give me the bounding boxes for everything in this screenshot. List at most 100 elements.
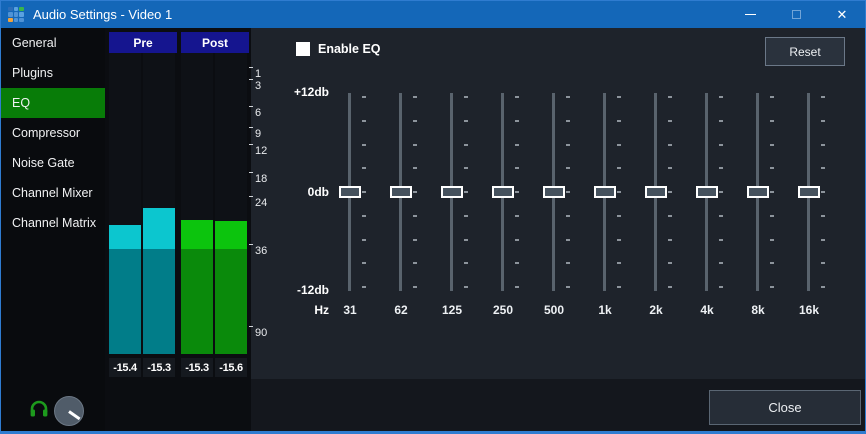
eq-band-tick xyxy=(515,96,519,98)
eq-band-tick xyxy=(566,286,570,288)
eq-axis-unit-label: Hz xyxy=(314,303,329,317)
sidebar-item-noise-gate[interactable]: Noise Gate xyxy=(12,156,75,170)
eq-band-tick xyxy=(464,262,468,264)
logo-tile xyxy=(19,17,24,23)
window-title: Audio Settings - Video 1 xyxy=(33,7,173,22)
eq-band-tick xyxy=(464,167,468,169)
meter-scale-label: 12 xyxy=(255,145,268,157)
eq-panel xyxy=(251,28,865,379)
eq-band-freq-label: 8k xyxy=(751,303,765,317)
eq-band-tick xyxy=(413,96,417,98)
eq-band-tick xyxy=(464,286,468,288)
eq-band-tick xyxy=(668,239,672,241)
eq-band-tick xyxy=(413,262,417,264)
eq-band-tick xyxy=(719,167,723,169)
eq-band-freq-label: 1k xyxy=(598,303,612,317)
sidebar-item-channel-mixer[interactable]: Channel Mixer xyxy=(12,186,93,200)
eq-band-tick xyxy=(821,96,825,98)
meter-scale-tick xyxy=(249,79,253,80)
eq-band-tick xyxy=(770,96,774,98)
sidebar: General Plugins EQ Compressor Noise Gate Chan… xyxy=(1,28,105,433)
eq-band-tick xyxy=(770,167,774,169)
enable-eq-checkbox[interactable] xyxy=(296,42,310,56)
maximize-button[interactable] xyxy=(773,1,819,28)
eq-band-thumb-62[interactable] xyxy=(390,186,412,198)
meter-bar-post-1 xyxy=(181,53,213,354)
eq-band-thumb-8k[interactable] xyxy=(747,186,769,198)
eq-band-tick xyxy=(566,96,570,98)
meter-group-header-post: Post xyxy=(181,32,249,53)
meter-level-segment xyxy=(143,249,175,354)
minimize-button[interactable] xyxy=(727,1,773,28)
eq-band-thumb-500[interactable] xyxy=(543,186,565,198)
eq-band-tick xyxy=(515,120,519,122)
eq-band-tick xyxy=(617,144,621,146)
eq-band-tick xyxy=(821,262,825,264)
meter-value: -15.3 xyxy=(181,358,213,377)
logo-tile xyxy=(8,12,13,17)
close-dialog-button[interactable]: Close xyxy=(709,390,861,425)
eq-band-thumb-31[interactable] xyxy=(339,186,361,198)
eq-band-tick xyxy=(413,167,417,169)
meter-scale-tick xyxy=(249,67,253,68)
eq-band-tick xyxy=(617,239,621,241)
eq-band-tick xyxy=(362,239,366,241)
eq-band-thumb-250[interactable] xyxy=(492,186,514,198)
eq-band-tick xyxy=(566,191,570,193)
eq-axis-top-label: +12db xyxy=(293,85,329,99)
meter-peak-segment xyxy=(215,221,247,249)
eq-band-tick xyxy=(821,120,825,122)
meter-scale-label: 18 xyxy=(255,173,268,185)
headphones-icon[interactable] xyxy=(29,399,49,419)
eq-band-tick xyxy=(770,120,774,122)
sidebar-item-compressor[interactable]: Compressor xyxy=(12,126,81,140)
close-button[interactable]: ✕ xyxy=(819,1,865,28)
eq-band-tick xyxy=(668,167,672,169)
eq-band-tick xyxy=(515,144,519,146)
meter-value: -15.4 xyxy=(109,358,141,377)
eq-band-tick xyxy=(464,215,468,217)
meter-bar-post-2 xyxy=(215,53,247,354)
reset-button[interactable]: Reset xyxy=(765,37,845,66)
logo-tile xyxy=(8,6,13,12)
sidebar-item-channel-matrix[interactable]: Channel Matrix xyxy=(12,216,97,230)
meter-level-segment xyxy=(181,249,213,354)
eq-band-tick xyxy=(770,191,774,193)
eq-band-tick xyxy=(515,215,519,217)
eq-band-tick xyxy=(515,191,519,193)
meter-scale-label: 1 xyxy=(255,68,262,80)
eq-band-tick xyxy=(464,144,468,146)
eq-band-tick xyxy=(566,262,570,264)
enable-eq-label[interactable]: Enable EQ xyxy=(318,42,381,56)
eq-band-thumb-125[interactable] xyxy=(441,186,463,198)
sidebar-item-plugins[interactable]: Plugins xyxy=(12,66,53,80)
eq-band-freq-label: 500 xyxy=(543,303,565,317)
meter-scale-label: 36 xyxy=(255,245,268,257)
headphone-volume-knob[interactable] xyxy=(54,396,84,426)
eq-band-tick xyxy=(515,167,519,169)
eq-band-thumb-16k[interactable] xyxy=(798,186,820,198)
eq-axis-bottom-label: -12db xyxy=(296,283,329,297)
eq-band-tick xyxy=(821,286,825,288)
eq-band-tick xyxy=(617,96,621,98)
sidebar-item-general[interactable]: General xyxy=(12,36,57,50)
meter-level-segment xyxy=(109,249,141,354)
sidebar-item-eq[interactable]: EQ xyxy=(1,88,105,118)
eq-band-freq-label: 62 xyxy=(394,303,408,317)
eq-band-tick xyxy=(464,239,468,241)
meter-scale-tick xyxy=(249,144,253,145)
eq-band-freq-label: 125 xyxy=(441,303,463,317)
meter-scale-tick xyxy=(249,106,253,107)
eq-band-thumb-4k[interactable] xyxy=(696,186,718,198)
eq-band-tick xyxy=(413,144,417,146)
eq-band-thumb-2k[interactable] xyxy=(645,186,667,198)
window-controls: ✕ xyxy=(727,1,865,28)
eq-band-thumb-1k[interactable] xyxy=(594,186,616,198)
meter-scale-label: 9 xyxy=(255,128,262,140)
eq-band-tick xyxy=(617,120,621,122)
meter-scale-label: 24 xyxy=(255,197,268,209)
eq-band-tick xyxy=(617,286,621,288)
knob-pointer-icon xyxy=(68,410,81,421)
meter-value: -15.6 xyxy=(215,358,247,377)
meter-peak-segment xyxy=(109,225,141,249)
